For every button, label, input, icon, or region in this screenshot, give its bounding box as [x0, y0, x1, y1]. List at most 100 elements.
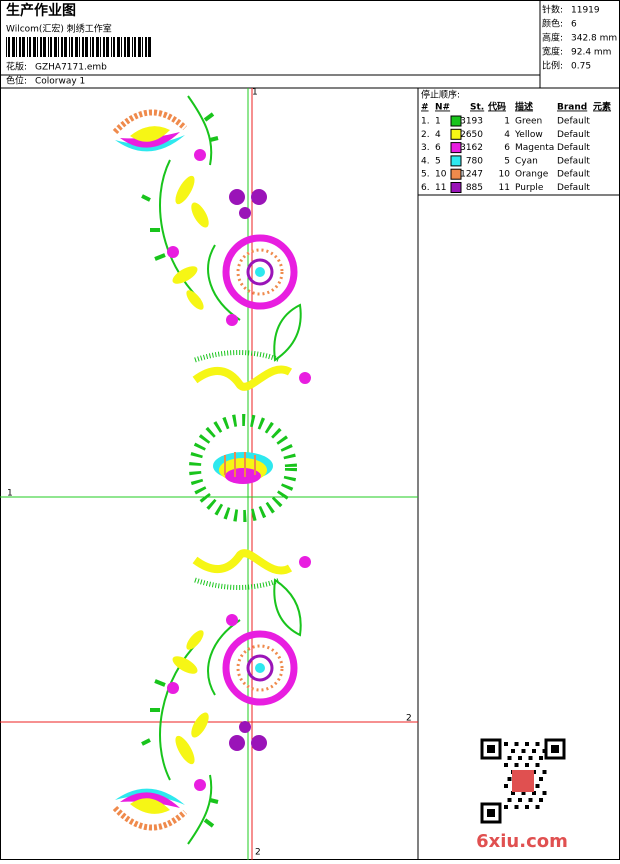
bar-stripe: [29, 37, 31, 57]
bar-stripe: [19, 37, 21, 57]
bar-stripe: [33, 37, 36, 57]
embroidery-motif-mirror: [115, 553, 311, 844]
row-needle: 1: [435, 117, 441, 127]
bar-stripe: [37, 37, 38, 57]
row-name: Orange: [515, 170, 549, 180]
column-header: N#: [435, 103, 450, 113]
stat-value: 11919: [571, 6, 600, 16]
colorway: Colorway 1: [35, 77, 85, 87]
watermark: 6xiu.com: [476, 831, 568, 852]
qr-module: [511, 791, 515, 795]
stat-value: 342.8 mm: [571, 34, 617, 44]
qr-finder: [551, 745, 559, 753]
bar-stripe: [90, 37, 91, 57]
qr-module: [539, 777, 543, 781]
bar-stripe: [96, 37, 99, 57]
bar-stripe: [22, 37, 25, 57]
colorway-label: 色位:: [6, 75, 27, 87]
row-index: 2.: [421, 130, 430, 140]
qr-module: [518, 798, 522, 802]
row-needle: 4: [435, 130, 441, 140]
qr-module: [521, 791, 526, 795]
column-header: St.: [470, 103, 484, 113]
bar-stripe: [69, 37, 70, 57]
bar-stripe: [79, 37, 80, 57]
bar-stripe: [127, 37, 130, 57]
sun-motif: [189, 414, 297, 522]
bar-stripe: [6, 37, 7, 57]
row-code: 5: [504, 156, 510, 166]
bar-stripe: [148, 37, 151, 57]
qr-module: [535, 805, 540, 809]
qr-module: [511, 749, 515, 753]
row-needle: 11: [435, 183, 446, 193]
stat-value: 92.4 mm: [571, 48, 611, 58]
barcode: [6, 37, 151, 57]
qr-module: [507, 756, 512, 760]
stat-label: 针数:: [542, 4, 563, 16]
row-name: Purple: [515, 183, 544, 193]
guide-label: 1: [7, 489, 13, 499]
row-brand: Default: [557, 130, 590, 140]
qr-finder: [487, 745, 495, 753]
bar-stripe: [106, 37, 109, 57]
qr-module: [525, 805, 529, 809]
row-name: Cyan: [515, 156, 538, 166]
qr-logo: [512, 770, 534, 792]
bar-stripe: [134, 37, 136, 57]
row-code: 1: [504, 117, 510, 127]
row-code: 10: [499, 170, 511, 180]
row-stitches: 3162: [460, 143, 483, 153]
row-name: Magenta: [515, 143, 554, 153]
bar-stripe: [103, 37, 105, 57]
color-swatch: [450, 142, 462, 154]
column-header: Brand: [557, 103, 587, 113]
embroidery-motif: [112, 95, 311, 391]
qr-module: [507, 777, 512, 781]
qr-module: [542, 791, 547, 795]
row-stitches: 780: [466, 156, 483, 166]
bar-stripe: [138, 37, 141, 57]
row-name: Green: [515, 117, 542, 127]
bar-stripe: [145, 37, 147, 57]
bar-stripe: [48, 37, 49, 57]
row-brand: Default: [557, 143, 590, 153]
qr-module: [532, 749, 536, 753]
bar-stripe: [58, 37, 59, 57]
row-brand: Default: [557, 117, 590, 127]
qr-module: [535, 784, 540, 788]
bar-stripe: [124, 37, 126, 57]
row-stitches: 885: [466, 183, 483, 193]
row-index: 4.: [421, 156, 430, 166]
row-brand: Default: [557, 170, 590, 180]
bar-stripe: [121, 37, 122, 57]
row-stitches: 3193: [460, 117, 483, 127]
column-header: 描述: [515, 101, 533, 113]
design: GZHA7171.emb: [35, 63, 107, 73]
qr-module: [535, 763, 540, 767]
stat-value: 0.75: [571, 62, 591, 72]
guide-label: 2: [255, 848, 261, 858]
qr-module: [528, 756, 533, 760]
bar-stripe: [71, 37, 73, 57]
column-header: 代码: [487, 101, 506, 113]
guide-label: 1: [252, 88, 258, 98]
color-swatch: [450, 115, 462, 127]
column-header: #: [421, 103, 429, 113]
row-index: 3.: [421, 143, 430, 153]
bar-stripe: [43, 37, 46, 57]
sequence-title: 停止顺序:: [421, 89, 460, 101]
bar-stripe: [50, 37, 52, 57]
bar-stripe: [92, 37, 94, 57]
title: 生产作业图: [6, 2, 76, 19]
bar-stripe: [85, 37, 88, 57]
row-index: 1.: [421, 117, 430, 127]
qr-module: [535, 742, 540, 746]
qr-module: [507, 798, 512, 802]
bar-stripe: [142, 37, 143, 57]
bar-stripe: [16, 37, 17, 57]
bar-stripe: [8, 37, 10, 57]
row-needle: 5: [435, 156, 441, 166]
qr-module: [518, 756, 522, 760]
row-index: 6.: [421, 183, 430, 193]
